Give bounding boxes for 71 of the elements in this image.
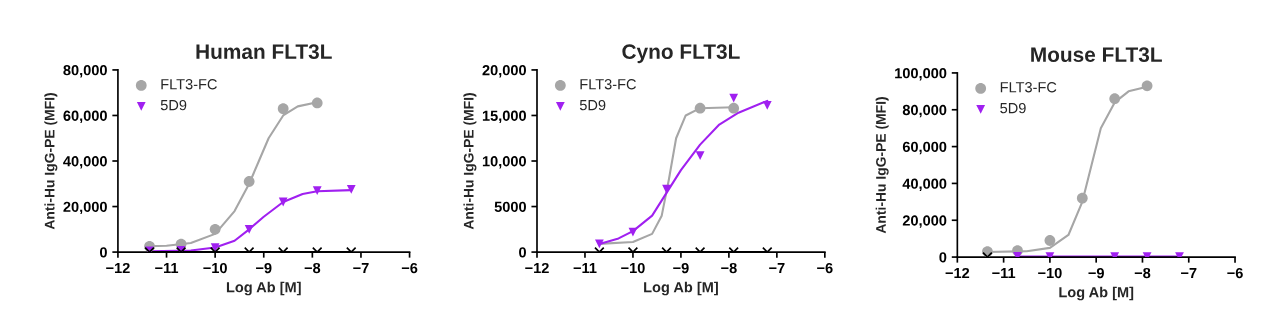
point <box>312 186 322 195</box>
x-tick-label: −10 <box>203 262 227 274</box>
y-tick-label: 100,000 <box>895 68 947 81</box>
y-tick-label: 20,000 <box>902 215 947 228</box>
x-tick-label: −9 <box>673 262 689 274</box>
legend-label: 5D9 <box>160 99 187 111</box>
point <box>729 93 739 103</box>
x-tick-label: −12 <box>945 267 970 279</box>
y-tick-label: 40,000 <box>63 156 107 169</box>
x-tick-label: −12 <box>106 262 130 274</box>
point <box>243 176 255 187</box>
chart-title: Mouse FLT3L <box>1031 47 1162 63</box>
x-tick-label: −8 <box>721 262 737 274</box>
point <box>209 223 221 235</box>
y-tick-label: 80,000 <box>902 104 947 118</box>
y-tick-label: 5000 <box>494 201 526 212</box>
point <box>346 185 356 194</box>
y-axis-title: Anti-Hu IgG-PE (MFI) <box>875 97 889 234</box>
x-axis-title: Log Ab [M] <box>644 281 718 296</box>
y-tick-label: 10,000 <box>482 156 526 169</box>
y-tick-label: 15,000 <box>482 110 526 124</box>
y-tick-label: 20,000 <box>482 65 526 78</box>
point <box>1141 80 1153 92</box>
chart-title: Cyno FLT3L <box>622 44 740 64</box>
legend-label: 5D9 <box>1000 102 1026 114</box>
x-tick-label: −9 <box>1088 267 1104 279</box>
x-axis-title: Log Ab [M] <box>226 281 301 296</box>
chart-title: Human FLT3L <box>196 44 332 60</box>
point <box>311 97 323 109</box>
x-tick-label: −11 <box>573 263 597 274</box>
point <box>694 102 706 114</box>
point <box>695 151 705 160</box>
y-tick-label: 60,000 <box>63 110 107 124</box>
point <box>278 197 288 207</box>
x-tick-label: −12 <box>525 262 549 274</box>
legend-label: FLT3-FC <box>1000 82 1057 93</box>
y-tick-label: 0 <box>99 247 107 258</box>
y-tick-label: 40,000 <box>902 178 947 191</box>
y-tick-label: 0 <box>519 247 526 258</box>
x-tick-label: −11 <box>992 268 1016 279</box>
x-tick-label: −9 <box>256 262 272 274</box>
y-axis-title: Anti-Hu IgG-PE (MFI) <box>44 93 58 230</box>
point <box>1013 251 1022 258</box>
point <box>1109 93 1121 105</box>
point <box>244 224 254 234</box>
y-tick-label: 80,000 <box>63 65 107 78</box>
x-tick-label: −6 <box>1227 267 1243 279</box>
x-tick-label: −6 <box>817 262 833 274</box>
point <box>277 103 289 115</box>
y-axis-title: Anti-Hu IgG-PE (MFI) <box>463 93 477 230</box>
x-tick-label: −7 <box>1181 268 1197 279</box>
y-tick-label: 0 <box>939 252 947 263</box>
x-tick-label: −7 <box>769 263 785 274</box>
x-tick-label: −7 <box>353 263 369 274</box>
x-tick-label: −8 <box>1134 267 1151 279</box>
x-tick-label: −6 <box>401 262 418 274</box>
point <box>1044 235 1056 246</box>
point <box>762 101 772 110</box>
legend-label: 5D9 <box>579 99 606 111</box>
point <box>662 184 671 194</box>
legend-label: FLT3-FC <box>580 79 636 90</box>
x-axis-title: Log Ab [M] <box>1059 286 1134 301</box>
x-tick-label: −10 <box>621 262 645 274</box>
point <box>1076 192 1088 204</box>
x-tick-label: −10 <box>1038 267 1062 279</box>
legend-label: FLT3-FC <box>161 79 217 90</box>
y-tick-label: 60,000 <box>902 141 947 155</box>
point <box>728 102 740 114</box>
x-tick-label: −11 <box>155 263 179 274</box>
y-tick-label: 20,000 <box>63 201 107 215</box>
x-tick-label: −8 <box>304 262 321 274</box>
